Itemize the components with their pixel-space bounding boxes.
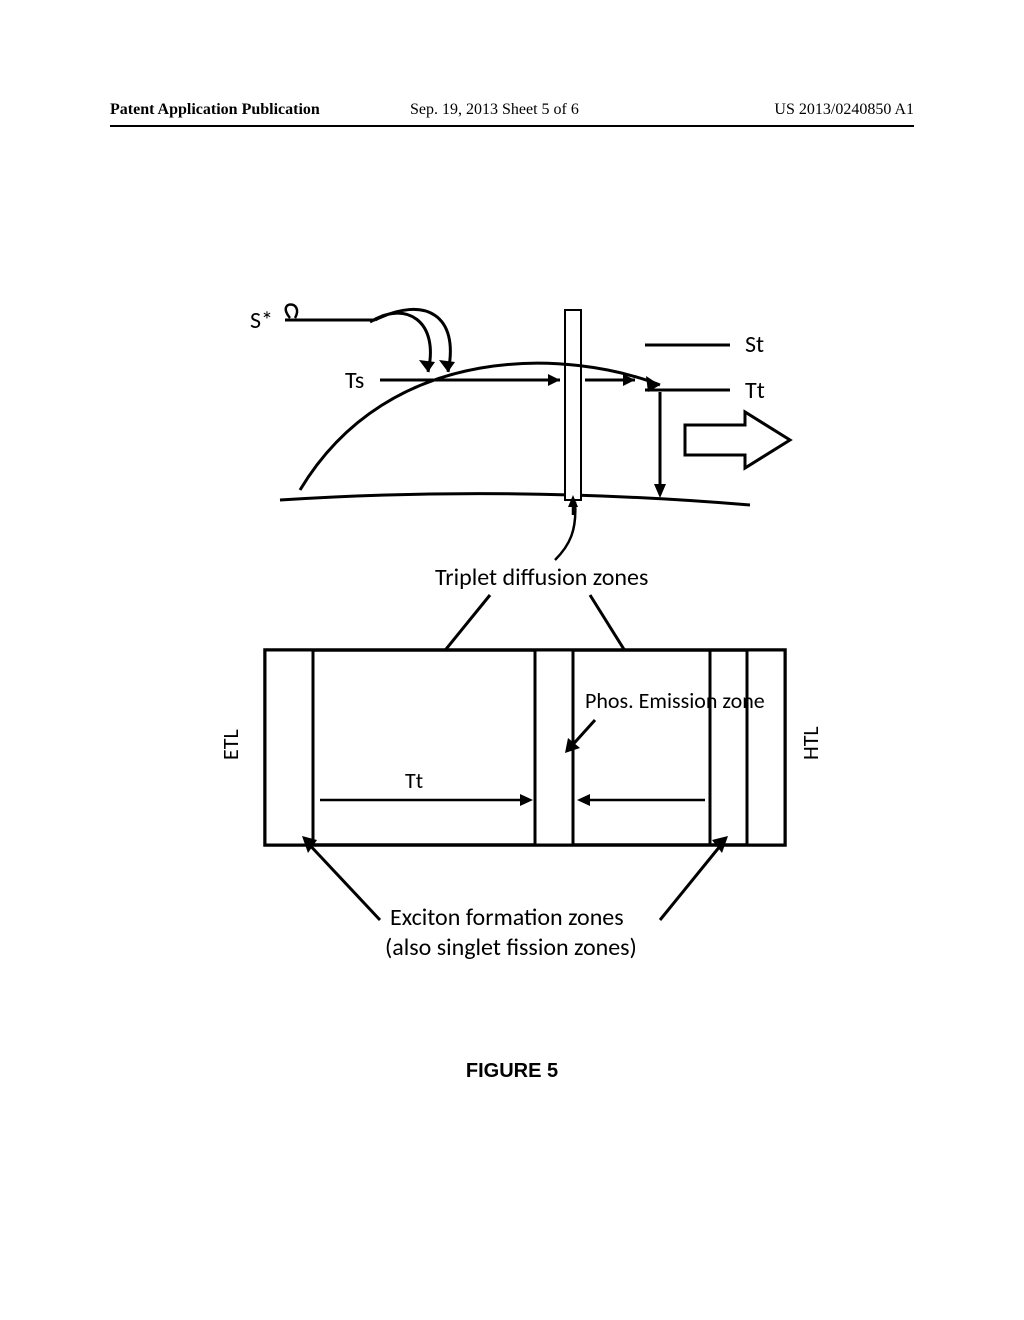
exciton-label-line2: (also singlet fission zones) — [385, 933, 637, 962]
ts-arrow-head1 — [548, 374, 560, 386]
patent-header: Patent Application Publication Sep. 19, … — [110, 95, 914, 127]
ts-label: Ts — [345, 366, 364, 395]
triplet-diffusion-label: Triplet diffusion zones — [435, 563, 648, 592]
fission-arc-2-head — [419, 360, 435, 372]
device-box-group: Phos. Emission zone Tt — [265, 650, 785, 845]
etl-layer — [265, 650, 313, 845]
header-mid: Sep. 19, 2013 Sheet 5 of 6 — [410, 101, 579, 119]
htl-layer — [747, 650, 785, 845]
fission-arc-2 — [370, 313, 430, 372]
fission-arc-1-head — [439, 360, 455, 372]
s-star-loop — [286, 305, 297, 319]
st-label: St — [745, 330, 764, 359]
header-left: Patent Application Publication — [110, 101, 320, 119]
exciton-arrow-left — [305, 840, 380, 920]
emission-arrow — [685, 412, 790, 468]
tt-label: Tt — [745, 376, 765, 405]
device-outer-box — [265, 650, 785, 845]
fission-arc-1 — [375, 309, 450, 372]
exciton-label-line1: Exciton formation zones — [390, 903, 624, 932]
tt-down-arrowhead — [654, 484, 666, 498]
figure-caption: FIGURE 5 — [0, 1060, 1024, 1083]
header-right: US 2013/0240850 A1 — [774, 101, 914, 119]
htl-label: HTL — [797, 726, 824, 760]
figure-diagram: S* Ts St Tt — [190, 280, 830, 980]
ground-state-line — [280, 494, 750, 505]
tt-in-box-label: Tt — [405, 767, 423, 794]
phos-emission-label: Phos. Emission zone — [585, 687, 765, 714]
s-star-label: S* — [250, 306, 273, 335]
exciton-arrow-right — [660, 840, 725, 920]
center-barrier — [565, 310, 581, 500]
etl-label: ETL — [217, 729, 244, 760]
